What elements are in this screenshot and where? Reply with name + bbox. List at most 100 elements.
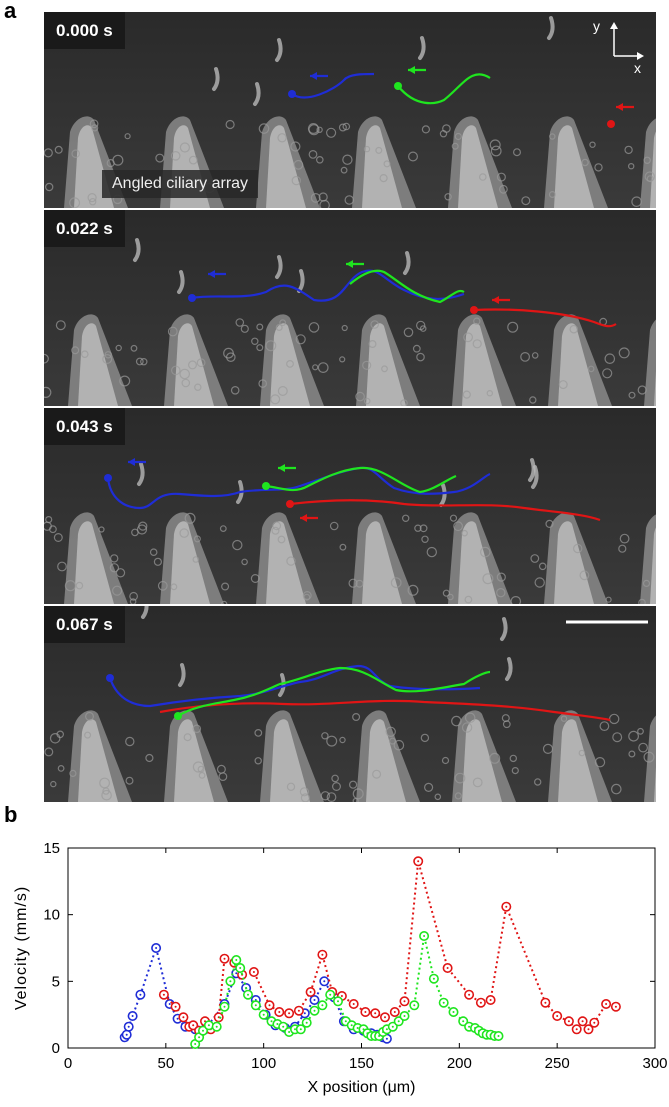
panel-a-letter: a	[4, 0, 17, 23]
y-axis-label: Velocity (mm/s)	[13, 886, 30, 1010]
data-point-center	[223, 957, 226, 960]
start-dot-red	[607, 120, 615, 128]
series-line-green	[194, 935, 499, 1045]
data-point-center	[442, 1001, 445, 1004]
frame-time-label: 0.067 s	[44, 606, 125, 643]
series-red	[158, 856, 621, 1036]
trajectory-green	[177, 666, 491, 717]
data-point-center	[323, 980, 326, 983]
data-point-center	[202, 1029, 204, 1032]
micrograph-frame: 0.000 s Angled ciliary array y x	[44, 12, 656, 208]
trajectory-green	[265, 466, 457, 494]
data-point-center	[155, 947, 158, 949]
y-tick-label: 10	[43, 907, 60, 924]
direction-arrow-blue	[208, 270, 226, 278]
x-tick-label: 0	[64, 1055, 72, 1072]
data-point-center	[303, 1012, 306, 1015]
data-point-center	[125, 1033, 128, 1036]
data-point-center	[198, 1036, 201, 1039]
array-label: Angled ciliary array	[102, 170, 259, 198]
data-point-center	[174, 1005, 177, 1008]
x-tick-label: 200	[447, 1055, 472, 1072]
data-point-center	[423, 935, 426, 937]
data-point-center	[215, 1025, 218, 1028]
data-point-center	[384, 1016, 386, 1019]
start-dot-blue	[188, 294, 196, 302]
data-point-center	[305, 1021, 308, 1024]
data-point-center	[127, 1025, 130, 1028]
series-line-blue	[123, 944, 388, 1040]
direction-arrow-red	[492, 296, 510, 304]
data-point-center	[364, 1011, 367, 1013]
data-point-center	[413, 1004, 416, 1007]
trajectory-blue	[191, 269, 465, 302]
velocity-chart: 0 50 100 150 200 250 300 0 5 10 15 X position (μm) V…	[13, 840, 668, 1096]
direction-arrow-blue	[128, 458, 146, 466]
data-point-center	[139, 993, 142, 996]
y-tick-label: 5	[52, 973, 60, 990]
trajectory-red	[473, 308, 617, 328]
data-point-center	[278, 1011, 281, 1013]
data-point-center	[385, 1037, 388, 1040]
x-tick-label: 250	[545, 1055, 570, 1072]
start-dot-blue	[104, 474, 112, 482]
data-point-center	[288, 1012, 291, 1015]
data-point-center	[235, 959, 238, 961]
data-point-center	[340, 995, 343, 997]
data-point-center	[229, 980, 232, 983]
data-point-center	[397, 1020, 400, 1023]
data-point-center	[268, 1004, 271, 1007]
start-dot-green	[174, 712, 182, 720]
data-point-center	[207, 1024, 210, 1027]
data-point-center	[403, 1015, 406, 1017]
data-point-center	[288, 1031, 291, 1033]
data-point-center	[270, 1020, 273, 1023]
data-point-center	[344, 1020, 347, 1023]
data-point-center	[614, 1005, 617, 1008]
direction-arrow-red	[300, 514, 318, 522]
data-point-center	[194, 1043, 197, 1045]
trajectory-blue	[108, 664, 481, 708]
axis-y-label: y	[593, 18, 600, 34]
data-point-center	[294, 1028, 296, 1031]
panel-b-letter: b	[4, 802, 18, 827]
x-axis-label: X position (μm)	[308, 1079, 416, 1096]
data-point-center	[309, 991, 312, 993]
data-point-center	[299, 1028, 302, 1031]
start-dot-green	[262, 482, 270, 490]
direction-arrow-green	[346, 260, 364, 268]
data-point-center	[239, 967, 242, 969]
data-point-center	[403, 1000, 406, 1003]
data-point-center	[417, 860, 420, 863]
axis-indicator-icon	[610, 22, 644, 60]
data-point-center	[276, 1023, 279, 1025]
data-point-center	[446, 967, 449, 969]
data-point-center	[391, 1025, 394, 1028]
direction-arrow-green	[278, 464, 296, 472]
data-point-center	[497, 1035, 500, 1037]
data-point-center	[587, 1028, 590, 1031]
micrograph-frame: 0.067 s	[44, 606, 656, 802]
start-dot-blue	[288, 90, 296, 98]
start-dot-red	[286, 500, 294, 508]
data-point-center	[337, 1000, 339, 1003]
data-point-center	[168, 1003, 171, 1005]
data-point-center	[131, 1015, 134, 1017]
data-point-center	[182, 1016, 185, 1019]
micrograph-image	[44, 606, 656, 802]
y-tick-label: 0	[52, 1040, 60, 1057]
frame-time-label: 0.043 s	[44, 408, 125, 445]
data-point-center	[321, 1004, 324, 1007]
direction-arrow-red	[616, 103, 634, 111]
trajectory-green	[349, 269, 465, 304]
data-point-center	[575, 1028, 578, 1031]
micrograph-image	[44, 408, 656, 604]
data-point-center	[452, 1011, 455, 1013]
data-point-center	[321, 953, 324, 956]
start-dot-red	[470, 306, 478, 314]
trajectory-blue	[106, 466, 491, 510]
data-point-center	[544, 1001, 547, 1004]
direction-arrow-green	[408, 66, 426, 74]
micrograph-frame: 0.022 s	[44, 210, 656, 406]
data-point-center	[567, 1020, 570, 1023]
